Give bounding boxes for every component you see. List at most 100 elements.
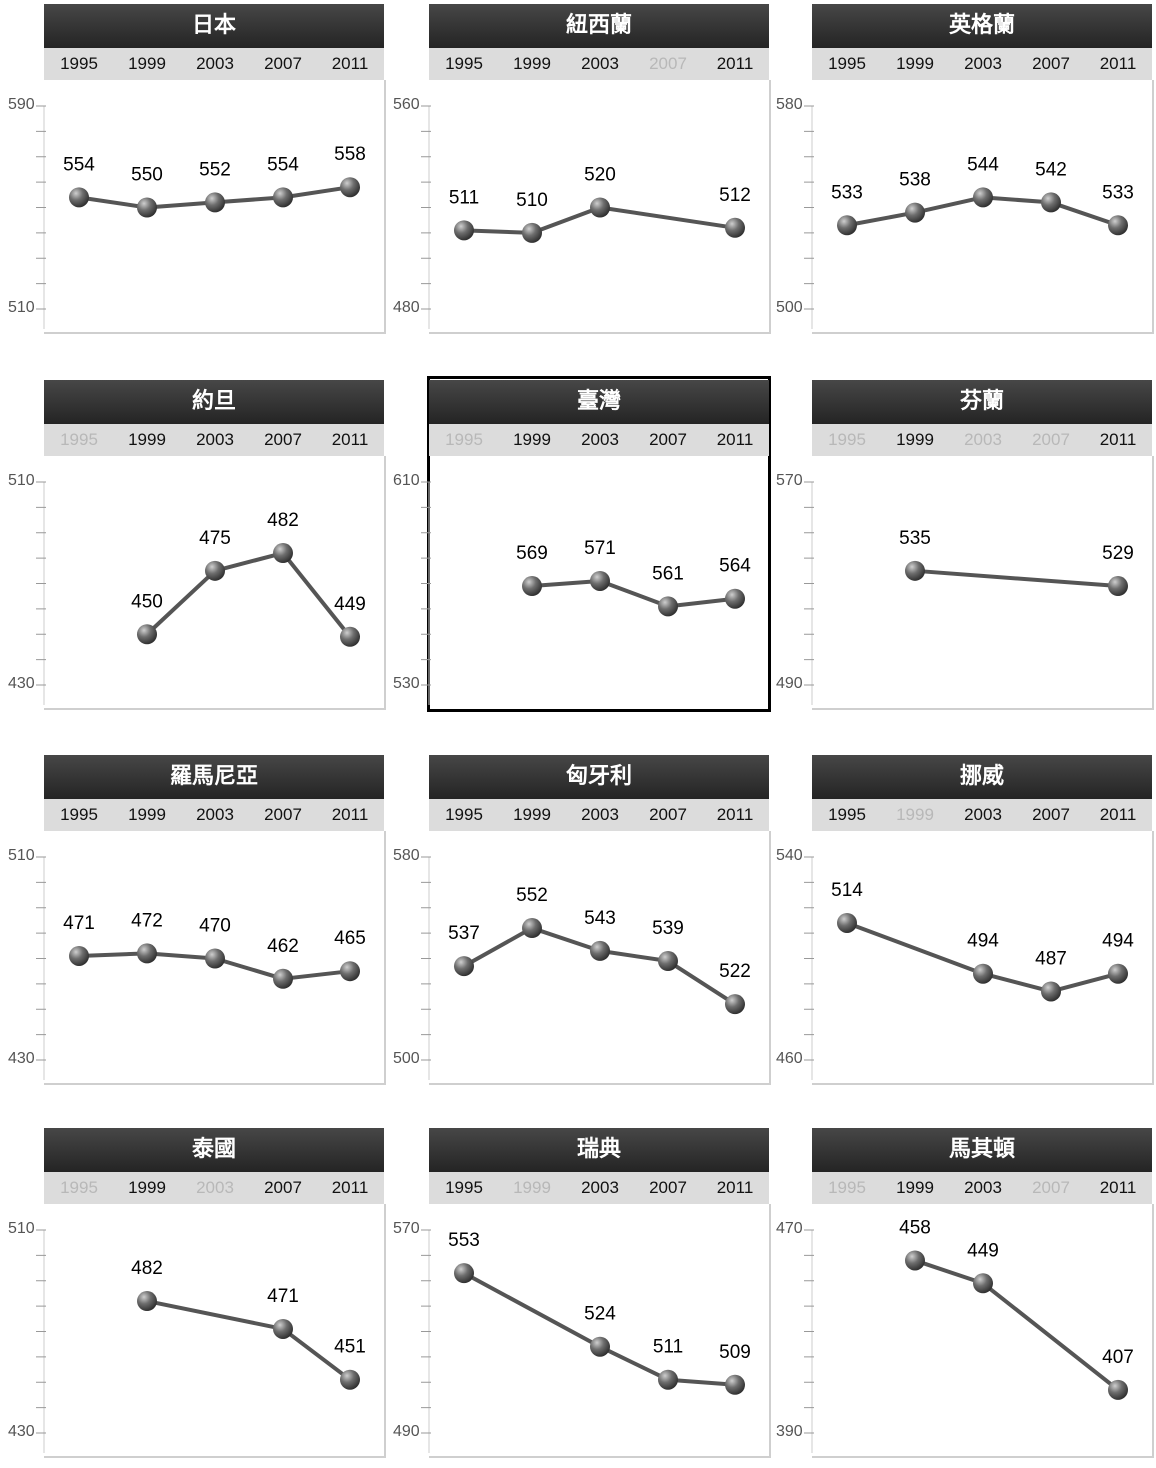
data-point bbox=[340, 961, 360, 982]
y-tick-max: 470 bbox=[776, 1220, 803, 1237]
x-tick-label: 2011 bbox=[716, 805, 754, 824]
chart-title: 英格蘭 bbox=[812, 4, 1152, 48]
year-header: 1995 1999 2003 2007 2011 bbox=[44, 1172, 384, 1204]
x-tick-label: 2011 bbox=[331, 805, 369, 824]
chart-title: 芬蘭 bbox=[812, 380, 1152, 424]
year-header: 1995 1999 2003 2007 2011 bbox=[812, 1172, 1152, 1204]
x-tick-label: 2007 bbox=[649, 54, 687, 73]
year-header: 1995 1999 2003 2007 2011 bbox=[429, 48, 769, 80]
data-label: 544 bbox=[967, 154, 999, 175]
chart-title: 瑞典 bbox=[429, 1128, 769, 1172]
x-tick-label: 2011 bbox=[331, 430, 369, 449]
line-plot: 471 472 470 462 465 bbox=[36, 856, 366, 1080]
year-header: 1995 1999 2003 2007 2011 bbox=[429, 424, 769, 456]
data-label: 514 bbox=[831, 880, 863, 901]
y-tick-max: 580 bbox=[393, 847, 420, 864]
x-tick-label: 1995 bbox=[60, 805, 98, 824]
series-line bbox=[914, 568, 1119, 589]
series-line bbox=[463, 205, 736, 235]
x-tick-label: 2007 bbox=[1032, 1178, 1070, 1197]
x-tick-label: 2003 bbox=[964, 54, 1002, 73]
data-point bbox=[454, 956, 474, 977]
data-label: 482 bbox=[131, 1258, 163, 1279]
x-tick-label: 2007 bbox=[264, 805, 302, 824]
year-header: 1995 1999 2003 2007 2011 bbox=[812, 48, 1152, 80]
line-plot: 511 510 520 512 bbox=[421, 105, 751, 329]
y-tick-max: 610 bbox=[393, 472, 420, 489]
y-tick-min: 530 bbox=[393, 675, 420, 692]
chart-title: 臺灣 bbox=[429, 380, 769, 424]
data-point bbox=[522, 918, 542, 939]
year-header: 1995 1999 2003 2007 2011 bbox=[44, 799, 384, 831]
chart-title: 約旦 bbox=[44, 380, 384, 424]
x-tick-label: 2011 bbox=[331, 54, 369, 73]
y-tick-max: 510 bbox=[8, 847, 35, 864]
data-point bbox=[137, 943, 157, 964]
x-tick-label: 1995 bbox=[445, 54, 483, 73]
line-plot: 569 571 561 564 bbox=[421, 481, 751, 705]
data-point bbox=[590, 197, 610, 218]
y-tick-max: 570 bbox=[393, 1220, 420, 1237]
series-line bbox=[463, 926, 737, 1006]
data-label: 449 bbox=[334, 594, 366, 615]
x-tick-label: 1999 bbox=[128, 1178, 166, 1197]
data-point bbox=[340, 177, 360, 198]
data-point bbox=[340, 626, 360, 647]
series-line bbox=[146, 1299, 352, 1382]
x-tick-label: 2003 bbox=[196, 430, 234, 449]
data-label: 529 bbox=[1102, 543, 1134, 564]
data-point bbox=[905, 1250, 925, 1271]
data-point bbox=[1041, 192, 1061, 213]
x-tick-label: 2011 bbox=[716, 1178, 754, 1197]
data-label: 407 bbox=[1102, 1347, 1134, 1368]
data-label: 458 bbox=[899, 1217, 931, 1238]
data-point bbox=[205, 948, 225, 969]
data-point bbox=[658, 1369, 678, 1390]
data-label: 533 bbox=[831, 182, 863, 203]
x-tick-label: 1995 bbox=[828, 54, 866, 73]
x-tick-label: 2003 bbox=[581, 54, 619, 73]
chart-title: 匈牙利 bbox=[429, 755, 769, 799]
data-point bbox=[725, 217, 745, 238]
series-line bbox=[463, 1271, 736, 1387]
x-tick-label: 2011 bbox=[716, 54, 754, 73]
y-tick-min: 460 bbox=[776, 1050, 803, 1067]
y-tick-max: 510 bbox=[8, 472, 35, 489]
data-point bbox=[522, 222, 542, 243]
y-tick-min: 480 bbox=[393, 299, 420, 316]
data-label: 554 bbox=[63, 154, 95, 175]
x-tick-label: 1995 bbox=[445, 805, 483, 824]
data-point bbox=[973, 1273, 993, 1294]
data-label: 487 bbox=[1035, 948, 1067, 969]
chart-title: 泰國 bbox=[44, 1128, 384, 1172]
data-label: 494 bbox=[1102, 931, 1134, 952]
data-label: 470 bbox=[199, 916, 231, 937]
data-point bbox=[137, 197, 157, 218]
data-label: 561 bbox=[652, 563, 684, 584]
series-line bbox=[846, 921, 1119, 994]
data-point bbox=[522, 576, 542, 597]
data-point bbox=[658, 951, 678, 972]
x-tick-label: 1999 bbox=[128, 430, 166, 449]
data-label: 535 bbox=[899, 528, 931, 549]
x-tick-label: 1995 bbox=[828, 1178, 866, 1197]
data-label: 533 bbox=[1102, 182, 1134, 203]
y-tick-max: 540 bbox=[776, 847, 803, 864]
x-tick-label: 1999 bbox=[513, 1178, 551, 1197]
data-point bbox=[1108, 215, 1128, 236]
data-point bbox=[658, 596, 678, 617]
line-plot: 537 552 543 539 522 bbox=[421, 856, 751, 1080]
series-line bbox=[145, 551, 352, 639]
x-tick-label: 2007 bbox=[264, 54, 302, 73]
data-label: 482 bbox=[267, 510, 299, 531]
data-label: 471 bbox=[63, 913, 95, 934]
data-label: 494 bbox=[967, 931, 999, 952]
x-tick-label: 2011 bbox=[331, 1178, 369, 1197]
data-label: 510 bbox=[516, 190, 548, 211]
data-point bbox=[273, 1318, 293, 1339]
series-line bbox=[914, 1258, 1120, 1392]
data-label: 465 bbox=[334, 928, 366, 949]
data-label: 543 bbox=[584, 908, 616, 929]
y-tick-min: 490 bbox=[393, 1423, 420, 1440]
data-label: 564 bbox=[719, 556, 751, 577]
